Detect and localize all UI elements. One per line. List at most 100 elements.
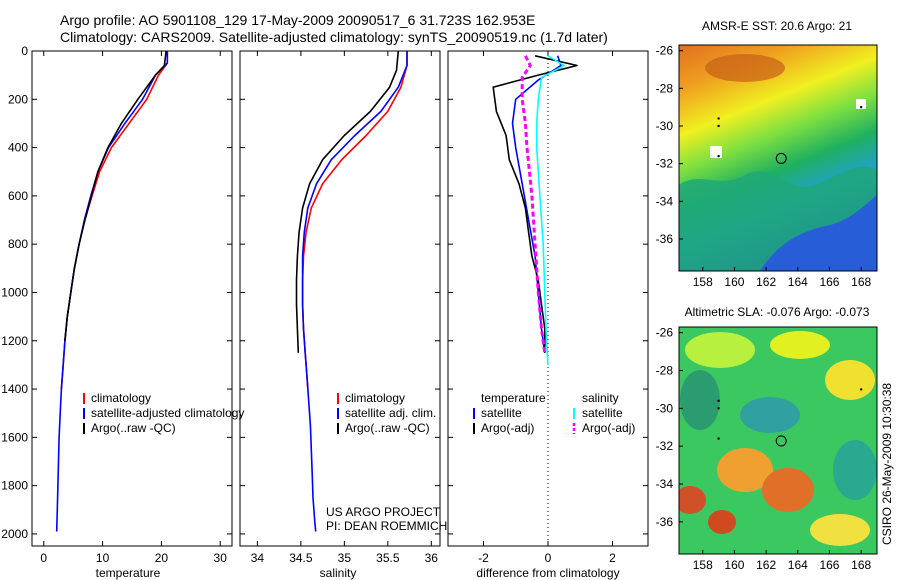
sla-map-title: Altimetric SLA: -0.076 Argo: -0.073 — [685, 305, 870, 319]
x-tick-label: 168 — [851, 558, 871, 572]
float-position-dot — [859, 388, 863, 391]
y-tick-label: -32 — [656, 157, 674, 171]
sst-map-frame — [678, 44, 878, 272]
series-line-2 — [64, 50, 167, 341]
sla-anomaly — [679, 486, 706, 514]
series-line-3 — [520, 55, 547, 354]
y-tick-label: -34 — [656, 477, 674, 491]
legend-heading-salinity: salinity — [582, 391, 619, 405]
sla-anomaly — [833, 440, 877, 500]
x-tick-label: 160 — [724, 558, 744, 572]
y-tick-label: -36 — [656, 515, 674, 529]
project-note-line1: US ARGO PROJECT — [326, 505, 441, 519]
sla-map-panel: Altimetric SLA: -0.076 Argo: -0.073 158 1… — [656, 305, 878, 572]
x-tick-label: 166 — [819, 558, 839, 572]
y-tick-label: 1600 — [1, 430, 28, 444]
float-position-dot — [717, 117, 720, 120]
series-line-2 — [295, 50, 400, 353]
legend-label-argo: Argo(..raw -QC) — [91, 421, 176, 435]
float-position-dot — [717, 124, 720, 128]
x-tick-label: 10 — [96, 551, 110, 565]
temperature-axes-frame — [31, 50, 233, 547]
y-tick-label: 1000 — [1, 285, 28, 299]
y-tick-label: -36 — [656, 232, 674, 246]
x-tick-label: 30 — [214, 551, 228, 565]
x-tick-label: 0 — [545, 551, 552, 565]
temperature-xlabel: temperature — [96, 566, 161, 580]
x-tick-label: 162 — [756, 275, 776, 289]
figure-title-line2: Climatology: CARS2009. Satellite-adjuste… — [60, 29, 608, 45]
x-tick-label: 162 — [756, 558, 776, 572]
y-tick-label: 800 — [8, 237, 28, 251]
salinity-legend: climatology satellite adj. clim. Argo(..… — [337, 391, 436, 435]
y-tick-label: -26 — [656, 326, 674, 340]
difference-legend: temperature satellite Argo(-adj) salinit… — [473, 391, 635, 435]
figure-title-line1: Argo profile: AO 5901108_129 17-May-2009… — [60, 12, 536, 28]
series-line-1 — [301, 51, 408, 532]
sst-cold-pool — [760, 195, 877, 271]
sla-anomaly — [762, 468, 814, 512]
x-tick-label: 160 — [724, 275, 744, 289]
sst-warm-core — [705, 54, 785, 82]
salinity-panel: 34 34.5 35 35.5 36 salinity climatology sate… — [239, 50, 447, 580]
series-line-1 — [492, 55, 578, 353]
y-tick-label: 1200 — [1, 334, 28, 348]
sst-missing-patch — [710, 146, 722, 158]
difference-panel: -2 0 2 difference from climatology tempera… — [447, 50, 649, 580]
sla-field — [679, 327, 877, 554]
series-line-0 — [60, 51, 169, 390]
profile-location-marker — [775, 435, 787, 447]
x-tick-label: 0 — [40, 551, 47, 565]
x-tick-label: 35.5 — [376, 551, 400, 565]
sla-anomaly — [680, 370, 720, 430]
series-line-2 — [535, 55, 565, 365]
sst-field — [679, 45, 877, 271]
x-tick-label: 36 — [425, 551, 439, 565]
y-tick-label: 600 — [8, 189, 28, 203]
y-tick-label: -34 — [656, 194, 674, 208]
legend-label-satellite: satellite-adjusted climatology — [91, 406, 244, 420]
difference-xlabel: difference from climatology — [476, 566, 619, 580]
y-tick-label: 1400 — [1, 382, 28, 396]
legend-label-climatology: climatology — [91, 391, 151, 405]
legend-label-sal-satellite: satellite — [582, 406, 623, 420]
legend-label-argo: Argo(..raw -QC) — [345, 421, 430, 435]
sla-anomaly — [810, 514, 870, 546]
x-tick-label: 166 — [819, 275, 839, 289]
y-tick-label: -28 — [656, 81, 674, 95]
y-tick-label: -26 — [656, 44, 674, 58]
temperature-legend: climatology satellite-adjusted climatolo… — [83, 391, 244, 435]
legend-heading-temperature: temperature — [481, 391, 546, 405]
salinity-xlabel: salinity — [320, 566, 357, 580]
sst-map-panel: AMSR-E SST: 20.6 Argo: 21 158 160 162 164 16… — [656, 19, 878, 289]
temperature-panel: 0 10 20 30 0 200 400 600 800 1000 1200 1400 1600 1800… — [1, 44, 244, 580]
x-tick-label: 164 — [788, 558, 808, 572]
y-tick-label: 1800 — [1, 479, 28, 493]
x-tick-label: 34 — [251, 551, 265, 565]
legend-label-satellite: satellite adj. clim. — [345, 406, 436, 420]
series-line-0 — [511, 55, 562, 353]
sla-map-frame — [678, 326, 878, 555]
series-line-1 — [55, 51, 169, 532]
float-position-dot — [717, 154, 720, 158]
y-tick-label: -30 — [656, 401, 674, 415]
y-tick-label: 0 — [21, 44, 28, 58]
x-tick-label: 164 — [788, 275, 808, 289]
y-tick-label: -28 — [656, 364, 674, 378]
sla-anomaly — [717, 448, 773, 492]
y-tick-label: 400 — [8, 141, 28, 155]
series-line-0 — [301, 51, 408, 390]
x-tick-label: 35 — [338, 551, 352, 565]
legend-label-temp-satellite: satellite — [481, 406, 522, 420]
x-tick-label: 34.5 — [289, 551, 313, 565]
x-tick-label: -2 — [478, 551, 489, 565]
y-tick-label: -30 — [656, 119, 674, 133]
salinity-axes-frame — [239, 50, 441, 547]
sla-anomaly — [770, 331, 830, 359]
sst-missing-patch — [856, 99, 866, 109]
sla-anomaly — [685, 332, 755, 368]
y-tick-label: 200 — [8, 92, 28, 106]
y-tick-label: -32 — [656, 439, 674, 453]
x-tick-label: 20 — [155, 551, 169, 565]
